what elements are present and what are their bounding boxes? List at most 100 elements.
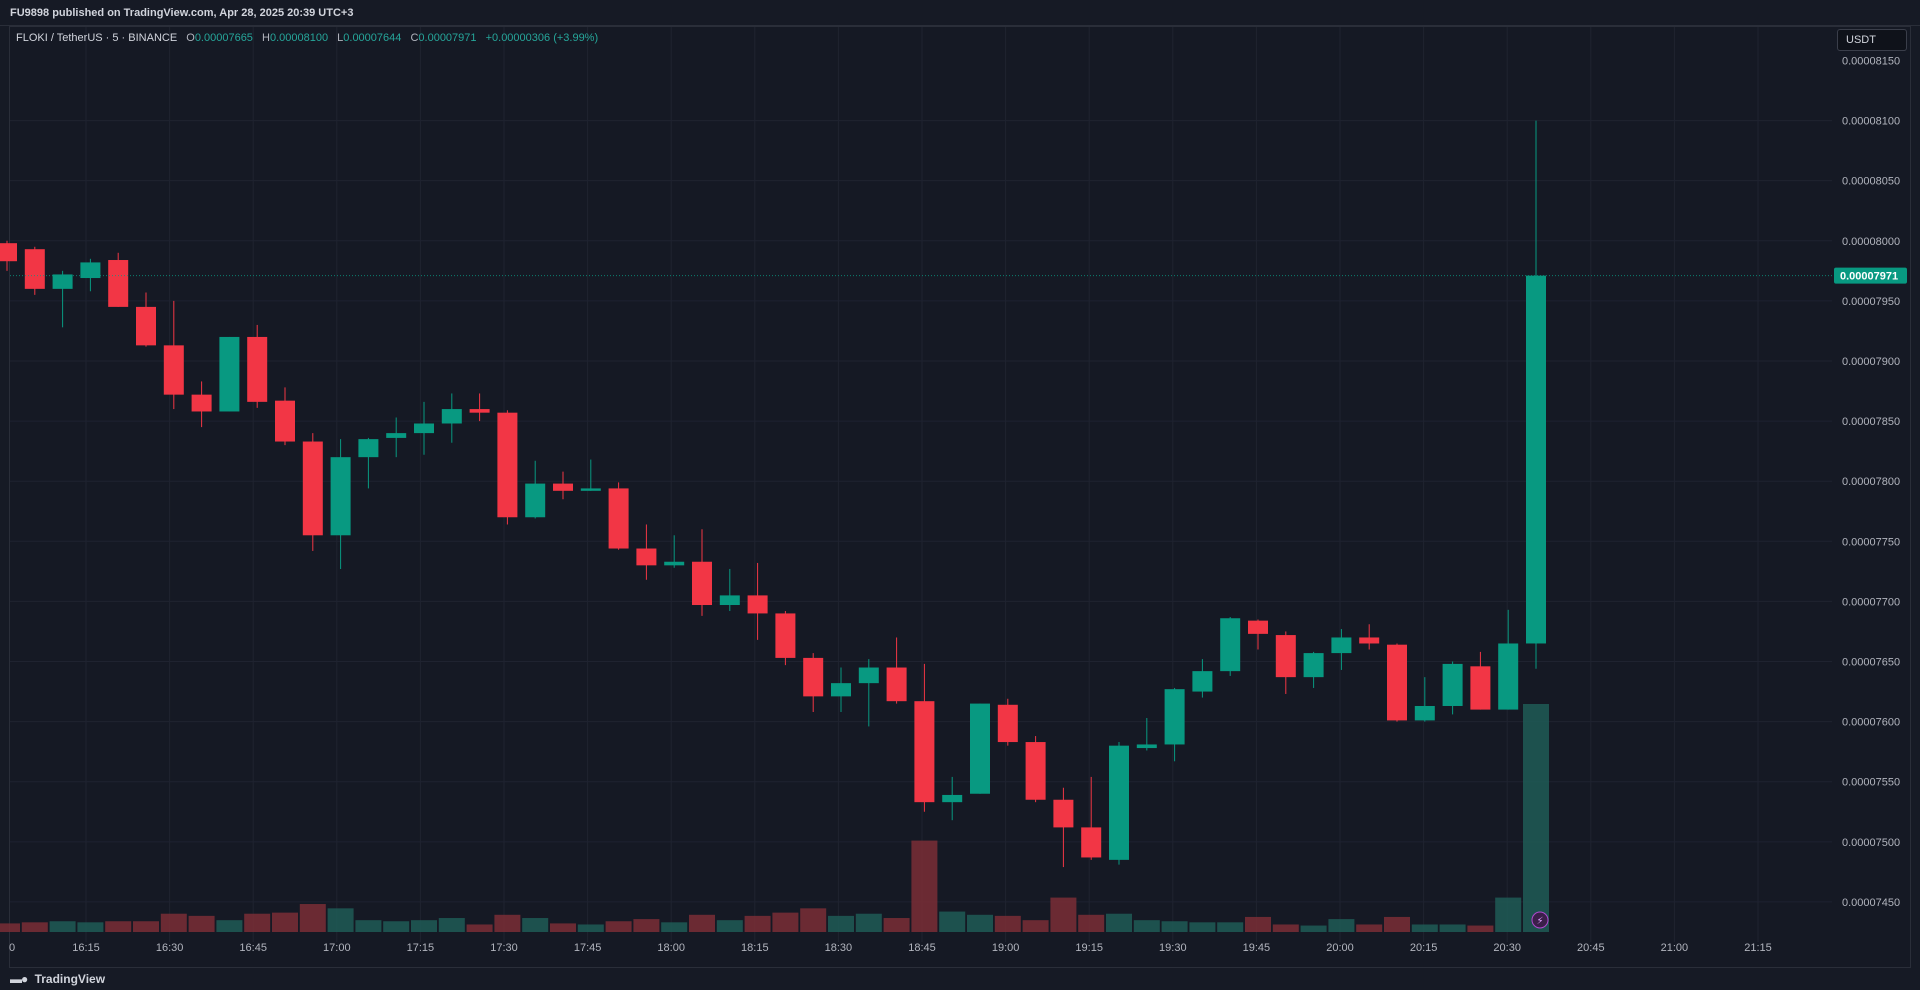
candle-body — [163, 345, 184, 395]
volume-bar — [133, 921, 159, 932]
candle-body — [886, 667, 907, 702]
high-value: 0.00008100 — [269, 32, 329, 44]
footer-brand: ▬● TradingView — [0, 968, 1920, 990]
price-tick-label: 0.00007550 — [1842, 777, 1900, 789]
candle-body — [719, 595, 740, 606]
volume-bar — [522, 918, 549, 932]
volume-bar — [1300, 925, 1327, 932]
candle-body — [775, 613, 796, 658]
time-tick-label: 17:00 — [323, 942, 351, 954]
time-tick-label: 20:00 — [1326, 942, 1354, 954]
change-value: +0.00000306 (+3.99%) — [485, 32, 599, 44]
volume-bar — [1328, 919, 1355, 932]
candle-body — [1192, 671, 1213, 692]
price-tick-label: 0.00007600 — [1842, 717, 1900, 729]
volume-bar — [383, 921, 410, 932]
volume-bar — [605, 921, 632, 932]
footer-brand-label[interactable]: TradingView — [34, 972, 106, 986]
volume-bar — [160, 913, 187, 932]
currency-button[interactable]: USDT — [1837, 29, 1907, 51]
time-tick-label: 19:45 — [1243, 942, 1271, 954]
volume-bar — [1133, 920, 1160, 932]
price-tick-label: 0.00008100 — [1842, 116, 1900, 128]
candle-body — [358, 439, 379, 458]
candle-body — [1220, 618, 1241, 672]
volume-bar — [1356, 924, 1383, 932]
candle-body — [191, 394, 212, 412]
open-value: 0.00007665 — [194, 32, 253, 44]
candle-body — [469, 409, 490, 413]
time-tick-label: 17:45 — [574, 942, 602, 954]
volume-bar — [77, 922, 104, 932]
candle-body — [1081, 827, 1102, 858]
candle-body — [692, 561, 712, 606]
time-tick-label: 19:30 — [1159, 942, 1187, 954]
candle-body — [1498, 643, 1519, 710]
price-tick-label: 0.00008150 — [1842, 55, 1900, 67]
volume-bar — [550, 923, 576, 932]
candle-body — [1470, 666, 1491, 710]
candle-body — [1331, 637, 1352, 654]
price-tick-label: 0.00007700 — [1842, 596, 1900, 608]
volume-bar — [188, 915, 215, 932]
time-tick-label: 18:30 — [825, 942, 853, 954]
volume-bar — [411, 920, 437, 932]
volume-bar — [577, 924, 604, 932]
candle-body — [803, 657, 824, 697]
tradingview-logo-icon: ▬● — [10, 972, 28, 986]
candle-body — [330, 457, 351, 536]
volume-bar — [689, 914, 715, 932]
volume-bar — [299, 904, 326, 932]
price-tick-label: 0.00007750 — [1842, 536, 1900, 548]
volume-bar — [1495, 897, 1522, 932]
volume-bar — [0, 923, 20, 932]
volume-bar — [327, 908, 354, 932]
volume-bar — [800, 908, 827, 932]
candle-body — [386, 433, 407, 438]
close-label: C — [410, 32, 419, 44]
time-tick-label: 20:45 — [1577, 942, 1605, 954]
close-value: 0.00007971 — [418, 32, 477, 44]
low-label: L — [337, 32, 344, 44]
volume-bar — [272, 912, 298, 932]
published-text: FU9898 published on TradingView.com, Apr… — [10, 7, 354, 19]
volume-bar — [1523, 704, 1549, 932]
last-price-label: 0.00007971 — [1840, 271, 1898, 283]
candle-body — [1359, 637, 1380, 644]
lightning-icon — [1531, 911, 1549, 929]
volume-bar — [883, 918, 910, 932]
volume-bar — [994, 915, 1021, 932]
candle-body — [414, 423, 434, 434]
volume-bar — [494, 914, 521, 932]
symbol-label[interactable]: FLOKI / TetherUS · 5 · BINANCE — [16, 32, 178, 44]
candle-body — [108, 260, 129, 307]
candle-body — [247, 336, 268, 402]
time-tick-label: 20:15 — [1410, 942, 1438, 954]
volume-bar — [21, 922, 48, 932]
price-tick-label: 0.00007650 — [1842, 657, 1900, 669]
time-tick-label: 16:30 — [156, 942, 184, 954]
volume-bar — [744, 915, 771, 932]
volume-bar — [1161, 921, 1188, 932]
candle-body — [608, 488, 629, 549]
volume-bar — [1439, 924, 1466, 932]
candle-body — [1025, 742, 1046, 800]
candle-body — [580, 488, 601, 491]
candle-body — [664, 561, 685, 566]
time-tick-label: 21:15 — [1744, 942, 1772, 954]
candle-body — [1442, 663, 1463, 706]
volume-bar — [661, 922, 688, 932]
time-tick-label: 21:00 — [1661, 942, 1689, 954]
time-tick-label: 18:00 — [657, 942, 685, 954]
volume-bar — [1022, 920, 1049, 932]
volume-bar — [438, 918, 465, 932]
candle-body — [497, 412, 518, 518]
volume-bar — [1411, 924, 1438, 932]
volume-bar — [355, 920, 382, 932]
time-tick-label: 19:15 — [1075, 942, 1103, 954]
volume-bar — [1106, 913, 1132, 932]
candle-body — [219, 336, 240, 412]
candle-body — [52, 274, 73, 289]
chart-pane[interactable] — [9, 26, 1911, 968]
